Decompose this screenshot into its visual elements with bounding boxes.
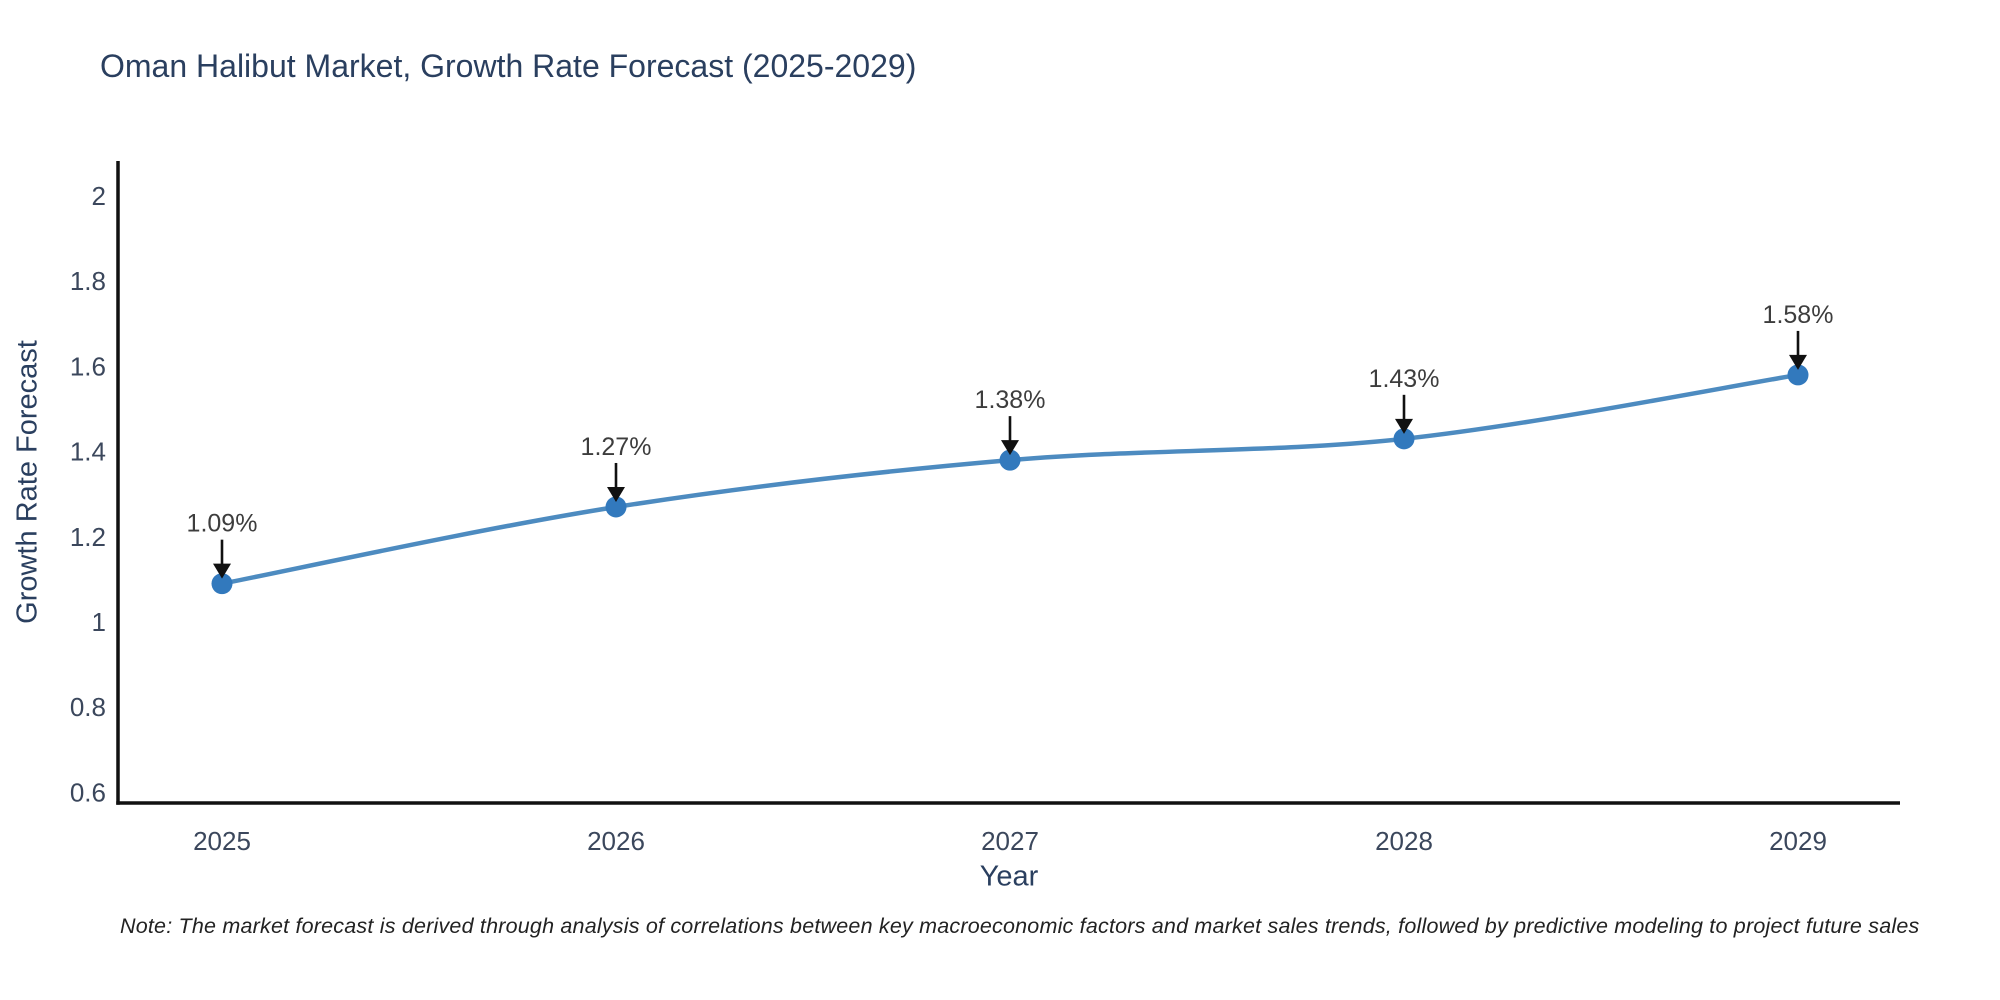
data-point-label: 1.38%	[975, 386, 1046, 414]
annotation-arrow-head	[1001, 440, 1019, 456]
chart-title: Oman Halibut Market, Growth Rate Forecas…	[100, 48, 917, 84]
x-tick-label: 2028	[1375, 826, 1433, 856]
annotation-arrow-head	[213, 563, 231, 579]
y-tick-label: 2	[92, 181, 106, 211]
y-tick-label: 1.2	[70, 522, 106, 552]
annotation-arrow-head	[1789, 354, 1807, 370]
y-tick-label: 0.8	[70, 692, 106, 722]
y-tick-label: 0.6	[70, 777, 106, 807]
data-point-marker	[999, 449, 1021, 471]
y-tick-label: 1	[92, 607, 106, 637]
data-point-label: 1.43%	[1369, 365, 1440, 393]
y-tick-label: 1.8	[70, 266, 106, 296]
note-text: Note: The market forecast is derived thr…	[120, 914, 1920, 938]
x-tick-label: 2026	[587, 826, 645, 856]
y-tick-label: 1.6	[70, 351, 106, 381]
data-point-marker	[211, 573, 233, 595]
x-tick-label: 2029	[1769, 826, 1827, 856]
x-axis-title: Year	[979, 860, 1039, 893]
data-point-marker	[1393, 428, 1415, 450]
annotation-arrow-head	[607, 486, 625, 502]
data-point-label: 1.09%	[187, 510, 258, 538]
data-point-label: 1.58%	[1763, 301, 1834, 329]
data-point-marker	[605, 496, 627, 518]
x-tick-label: 2025	[193, 826, 251, 856]
x-tick-label: 2027	[981, 826, 1039, 856]
data-point-label: 1.27%	[581, 433, 652, 461]
y-tick-label: 1.4	[70, 437, 106, 467]
data-point-marker	[1787, 364, 1809, 386]
annotation-arrow-head	[1395, 418, 1413, 434]
